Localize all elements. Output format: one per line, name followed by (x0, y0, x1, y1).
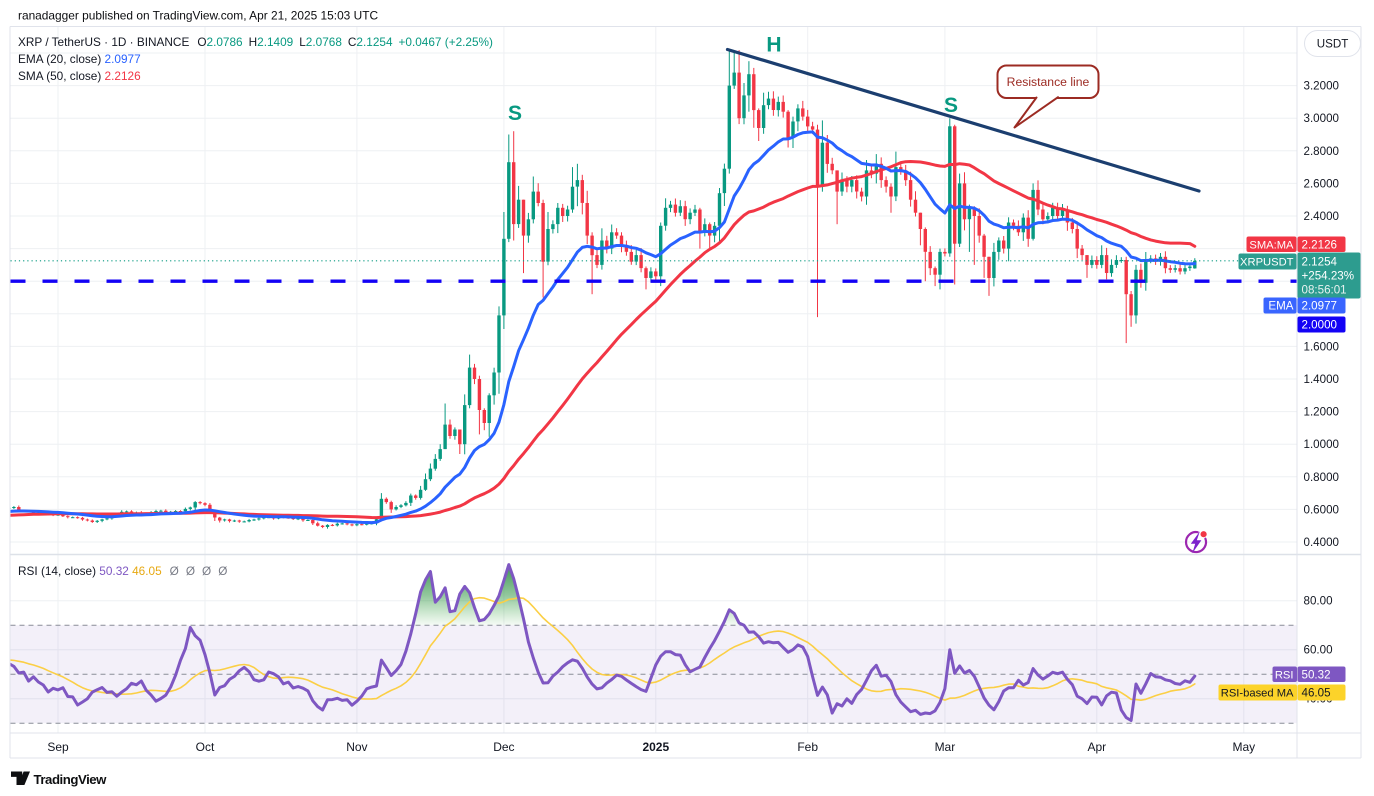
svg-text:1.4000: 1.4000 (1304, 373, 1339, 386)
svg-text:2.8000: 2.8000 (1304, 145, 1339, 158)
svg-text:Apr: Apr (1087, 740, 1106, 754)
svg-text:46.05: 46.05 (1302, 687, 1331, 700)
svg-text:S: S (508, 102, 522, 125)
svg-text:0.8000: 0.8000 (1304, 471, 1339, 484)
svg-text:2025: 2025 (642, 740, 669, 754)
svg-text:Sep: Sep (47, 740, 69, 754)
svg-text:Oct: Oct (196, 740, 215, 754)
svg-text:1.2000: 1.2000 (1304, 406, 1339, 419)
svg-text:Feb: Feb (797, 740, 818, 754)
svg-text:May: May (1232, 740, 1255, 754)
svg-text:1.0000: 1.0000 (1304, 438, 1339, 451)
svg-text:Dec: Dec (493, 740, 514, 754)
svg-text:0.6000: 0.6000 (1304, 503, 1339, 516)
svg-text:50.32: 50.32 (1302, 669, 1331, 682)
svg-text:RSI-based MA: RSI-based MA (1221, 688, 1294, 700)
svg-text:XRPUSDT: XRPUSDT (1240, 257, 1294, 269)
svg-text:2.0000: 2.0000 (1302, 319, 1337, 332)
svg-text:SMA (50, close) 2.2126: SMA (50, close) 2.2126 (18, 69, 141, 83)
svg-text:SMA:MA: SMA:MA (1249, 239, 1294, 251)
svg-text:3.0000: 3.0000 (1304, 112, 1339, 125)
svg-text:EMA (20, close) 2.0977: EMA (20, close) 2.0977 (18, 52, 141, 66)
svg-text:2.4000: 2.4000 (1304, 210, 1339, 223)
svg-text:08:56:01: 08:56:01 (1302, 284, 1347, 297)
svg-text:RSI: RSI (1275, 670, 1294, 682)
svg-text:0.4000: 0.4000 (1304, 536, 1339, 549)
svg-text:2.1254: 2.1254 (1302, 256, 1338, 269)
svg-text:+254.23%: +254.23% (1302, 270, 1355, 283)
svg-text:2.0977: 2.0977 (1302, 300, 1337, 313)
svg-text:Nov: Nov (346, 740, 367, 754)
svg-text:80.00: 80.00 (1304, 595, 1333, 608)
svg-text:TradingView: TradingView (34, 772, 108, 787)
svg-text:ranadagger published on Tradin: ranadagger published on TradingView.com,… (18, 9, 378, 23)
svg-text:2.2126: 2.2126 (1302, 238, 1337, 251)
svg-text:2.6000: 2.6000 (1304, 177, 1339, 190)
svg-text:USDT: USDT (1317, 38, 1349, 51)
svg-text:3.2000: 3.2000 (1304, 80, 1339, 93)
svg-text:Mar: Mar (935, 740, 956, 754)
svg-text:H: H (766, 34, 781, 57)
svg-text:1.6000: 1.6000 (1304, 340, 1339, 353)
svg-text:EMA: EMA (1268, 300, 1293, 313)
svg-text:Resistance line: Resistance line (1007, 75, 1090, 89)
svg-text:S: S (944, 94, 958, 117)
svg-text:60.00: 60.00 (1304, 644, 1333, 657)
